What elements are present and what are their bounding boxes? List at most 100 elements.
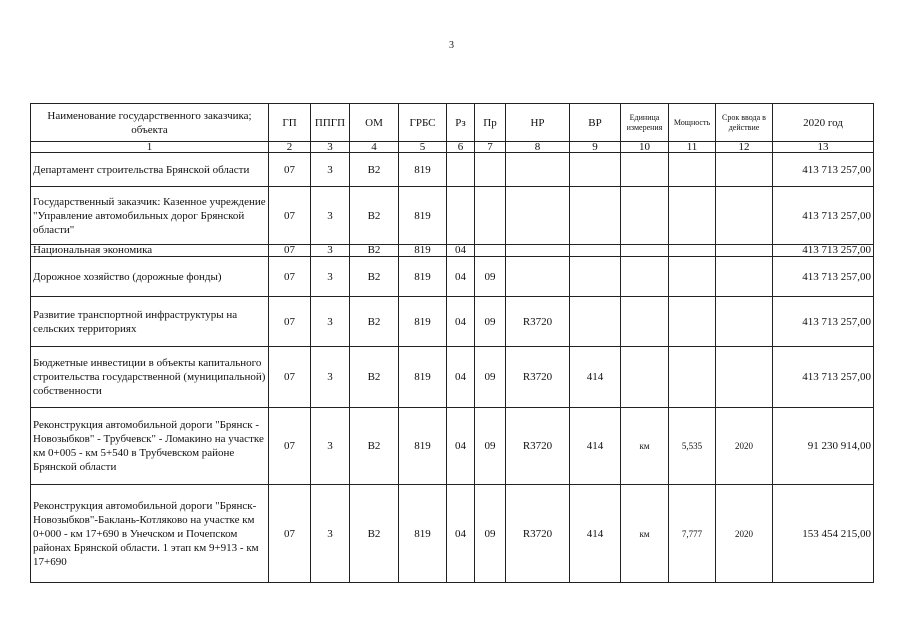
column-number: 5: [398, 141, 447, 153]
cell-om: В2: [349, 256, 399, 297]
cell-capacity: 5,535: [668, 407, 716, 485]
column-number: 12: [715, 141, 773, 153]
cell-pr: 09: [474, 296, 506, 347]
cell-ppgp: 3: [310, 186, 350, 245]
column-header: Мощность: [668, 103, 716, 142]
cell-unit: [620, 296, 669, 347]
cell-term: [715, 296, 773, 347]
cell-unit: [620, 244, 669, 257]
table-row: Национальная экономика 07 3 В2 819 04 413 713 …: [30, 244, 874, 257]
cell-unit: [620, 186, 669, 245]
column-header: ГРБС: [398, 103, 447, 142]
cell-rz: 04: [446, 256, 475, 297]
table-row: Департамент строительства Брянской облас…: [30, 152, 874, 187]
cell-nr: [505, 152, 570, 187]
cell-capacity: [668, 256, 716, 297]
cell-grbs: 819: [398, 296, 447, 347]
cell-term: [715, 186, 773, 245]
cell-rz: [446, 186, 475, 245]
column-header: НР: [505, 103, 570, 142]
column-number: 6: [446, 141, 475, 153]
cell-grbs: 819: [398, 407, 447, 485]
cell-ppgp: 3: [310, 484, 350, 583]
cell-unit: [620, 256, 669, 297]
cell-unit: км: [620, 484, 669, 583]
cell-term: [715, 346, 773, 408]
table-row: Развитие транспортной инфраструктуры на …: [30, 296, 874, 347]
column-number: 8: [505, 141, 570, 153]
cell-gp: 07: [268, 484, 311, 583]
cell-ppgp: 3: [310, 346, 350, 408]
cell-pr: [474, 244, 506, 257]
cell-rz: [446, 152, 475, 187]
cell-om: В2: [349, 296, 399, 347]
column-number-row: 1 2 3 4 5 6 7 8 9 10 11 12 13: [30, 141, 874, 153]
column-header: Пр: [474, 103, 506, 142]
cell-gp: 07: [268, 296, 311, 347]
cell-term: 2020: [715, 484, 773, 583]
column-number: 11: [668, 141, 716, 153]
cell-amount: 413 713 257,00: [772, 186, 874, 245]
cell-gp: 07: [268, 152, 311, 187]
cell-gp: 07: [268, 256, 311, 297]
cell-capacity: [668, 152, 716, 187]
cell-pr: 09: [474, 407, 506, 485]
cell-capacity: [668, 346, 716, 408]
cell-nr: R3720: [505, 296, 570, 347]
cell-nr: [505, 244, 570, 257]
cell-name: Государственный заказчик: Казенное учреж…: [30, 186, 269, 245]
cell-grbs: 819: [398, 152, 447, 187]
cell-ppgp: 3: [310, 152, 350, 187]
cell-name: Реконструкция автомобильной дороги "Брян…: [30, 484, 269, 583]
column-number: 2: [268, 141, 311, 153]
column-number: 13: [772, 141, 874, 153]
cell-name: Дорожное хозяйство (дорожные фонды): [30, 256, 269, 297]
cell-vr: 414: [569, 484, 621, 583]
cell-capacity: 7,777: [668, 484, 716, 583]
cell-nr: R3720: [505, 407, 570, 485]
cell-vr: [569, 296, 621, 347]
table-row: Дорожное хозяйство (дорожные фонды) 07 3 В2…: [30, 256, 874, 297]
cell-nr: [505, 256, 570, 297]
cell-gp: 07: [268, 407, 311, 485]
cell-amount: 91 230 914,00: [772, 407, 874, 485]
table-row: Государственный заказчик: Казенное учреж…: [30, 186, 874, 245]
cell-rz: 04: [446, 346, 475, 408]
table-row: Реконструкция автомобильной дороги "Брян…: [30, 484, 874, 583]
cell-term: [715, 152, 773, 187]
table-row: Бюджетные инвестиции в объекты капитальн…: [30, 346, 874, 408]
cell-name: Департамент строительства Брянской облас…: [30, 152, 269, 187]
cell-pr: [474, 186, 506, 245]
cell-capacity: [668, 244, 716, 257]
cell-term: [715, 244, 773, 257]
cell-vr: [569, 152, 621, 187]
cell-rz: 04: [446, 484, 475, 583]
cell-nr: [505, 186, 570, 245]
column-header: Срок ввода в действие: [715, 103, 773, 142]
cell-vr: 414: [569, 407, 621, 485]
cell-pr: [474, 152, 506, 187]
cell-name: Развитие транспортной инфраструктуры на …: [30, 296, 269, 347]
column-number: 9: [569, 141, 621, 153]
cell-ppgp: 3: [310, 407, 350, 485]
cell-vr: [569, 256, 621, 297]
cell-term: [715, 256, 773, 297]
cell-capacity: [668, 186, 716, 245]
column-number: 10: [620, 141, 669, 153]
cell-nr: R3720: [505, 484, 570, 583]
cell-nr: R3720: [505, 346, 570, 408]
column-header: Наименование государственного заказчика;…: [30, 103, 269, 142]
cell-gp: 07: [268, 186, 311, 245]
cell-gp: 07: [268, 346, 311, 408]
column-header: ГП: [268, 103, 311, 142]
cell-pr: 09: [474, 484, 506, 583]
column-number: 1: [30, 141, 269, 153]
header-row: Наименование государственного заказчика;…: [30, 103, 874, 142]
cell-vr: 414: [569, 346, 621, 408]
cell-pr: 09: [474, 346, 506, 408]
cell-om: В2: [349, 244, 399, 257]
cell-grbs: 819: [398, 256, 447, 297]
cell-ppgp: 3: [310, 244, 350, 257]
cell-gp: 07: [268, 244, 311, 257]
cell-ppgp: 3: [310, 256, 350, 297]
